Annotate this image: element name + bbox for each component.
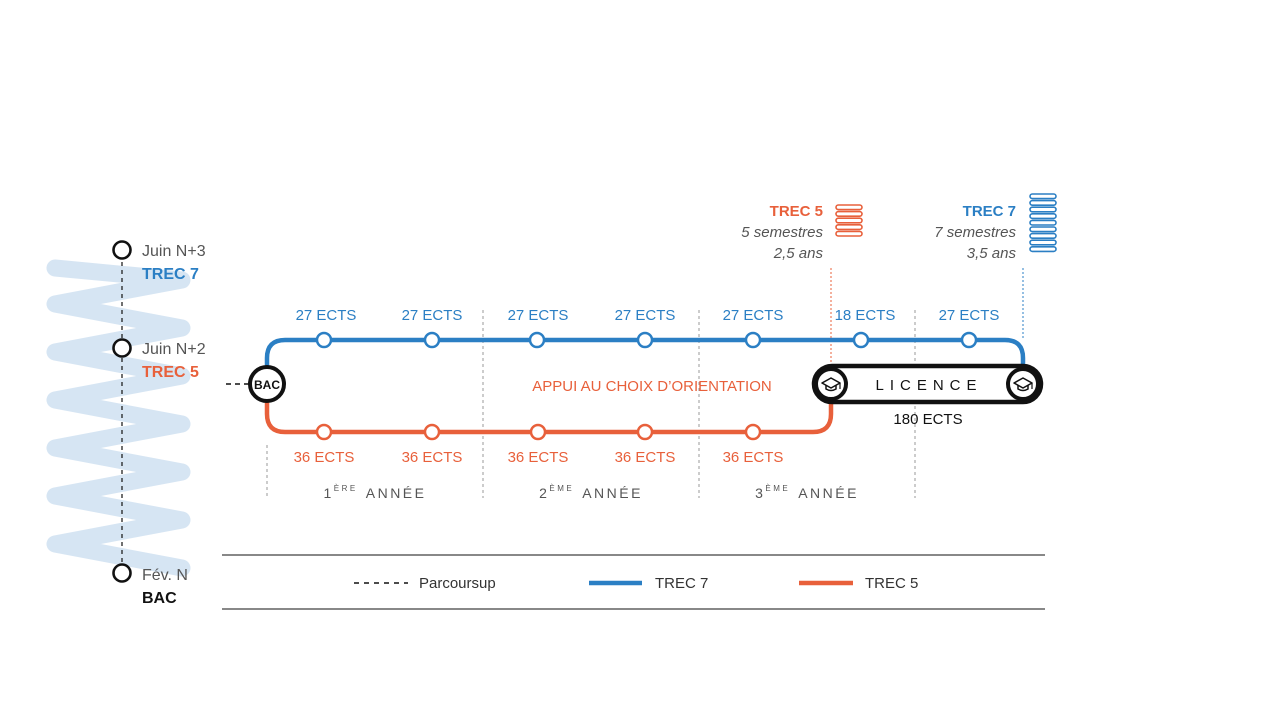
trec7-ects-label: 27 ECTS	[615, 307, 676, 324]
timeline-node-juin-n2	[112, 338, 132, 358]
semester-loop	[1029, 206, 1057, 213]
trec5-ects-label: 36 ECTS	[402, 449, 463, 466]
trec7-ects-label: 27 ECTS	[296, 307, 357, 324]
trec5-ects-label: 36 ECTS	[615, 449, 676, 466]
trec7-note-years: 3,5 ans	[967, 245, 1017, 262]
licence-right-node	[1006, 367, 1040, 401]
semester-node	[315, 331, 333, 349]
semester-loop	[1029, 199, 1057, 207]
center-label: APPUI AU CHOIX D’ORIENTATION	[532, 378, 771, 395]
legend-trec7-label: TREC 7	[655, 575, 708, 592]
semester-node	[423, 423, 441, 441]
semester-loop	[1029, 193, 1057, 200]
semester-node	[315, 423, 333, 441]
semester-loop	[1029, 232, 1057, 240]
semester-loop	[835, 204, 863, 211]
licence-left-node	[814, 367, 848, 401]
milestone-sub: BAC	[142, 590, 177, 607]
semester-node	[528, 331, 546, 349]
trec5-note: TREC 5 5 semestres 2,5 ans	[741, 203, 863, 262]
graduation-cap-icon	[1013, 377, 1033, 392]
bac-start-node	[248, 365, 286, 403]
semester-loop	[1029, 246, 1057, 253]
trec5-ects-label: 36 ECTS	[723, 449, 784, 466]
semester-loop	[835, 224, 863, 231]
semester-node	[852, 331, 870, 349]
trec5-note-semesters: 5 semestres	[741, 224, 823, 241]
timeline-node-fev-n	[112, 563, 132, 583]
milestone-sub: TREC 7	[142, 266, 199, 283]
trec5-path	[264, 384, 834, 435]
trec7-ects-label: 27 ECTS	[939, 307, 1000, 324]
milestone-sub: TREC 5	[142, 364, 199, 381]
milestone-label: Fév. N	[142, 567, 188, 584]
trec7-semester-coil-icon	[1029, 193, 1057, 253]
semester-loop	[1029, 239, 1057, 246]
trec5-ects-label: 36 ECTS	[508, 449, 569, 466]
licence-ects: 180 ECTS	[893, 411, 962, 428]
semester-loop	[1029, 213, 1057, 220]
semester-node	[636, 423, 654, 441]
semester-node	[744, 331, 762, 349]
legend-parcoursup-label: Parcoursup	[419, 575, 496, 592]
semester-node	[529, 423, 547, 441]
semester-loop	[835, 217, 863, 224]
year-label-1: 1ÈRE ANNÉE	[324, 484, 427, 501]
trec7-ects-label: 27 ECTS	[402, 307, 463, 324]
bac-start-label: BAC	[254, 378, 280, 392]
semester-node	[636, 331, 654, 349]
trec5-note-title: TREC 5	[770, 203, 823, 220]
trec5-ects-labels: 36 ECTS 36 ECTS 36 ECTS 36 ECTS 36 ECTS	[294, 449, 784, 466]
timeline-node-juin-n3	[112, 240, 132, 260]
semester-node	[423, 331, 441, 349]
semester-loop	[835, 230, 863, 237]
year-label-2: 2ÈME ANNÉE	[539, 484, 643, 501]
licence-label: LICENCE	[875, 377, 982, 394]
background-zigzag	[46, 259, 191, 577]
trec5-note-years: 2,5 ans	[773, 245, 824, 262]
semester-node	[744, 423, 762, 441]
trec5-semester-nodes	[315, 423, 762, 441]
legend: Parcoursup TREC 7 TREC 5	[222, 554, 1045, 610]
trec7-ects-label: 27 ECTS	[723, 307, 784, 324]
year-labels: 1ÈRE ANNÉE 2ÈME ANNÉE 3ÈME ANNÉE	[324, 484, 859, 501]
trec7-note-title: TREC 7	[963, 203, 1016, 220]
graduation-cap-icon	[821, 377, 841, 392]
trec7-ects-labels: 27 ECTS 27 ECTS 27 ECTS 27 ECTS 27 ECTS …	[296, 307, 1000, 324]
trec7-ects-label: 27 ECTS	[508, 307, 569, 324]
trec7-note: TREC 7 7 semestres 3,5 ans	[934, 193, 1057, 262]
milestone-label: Juin N+2	[142, 341, 206, 358]
semester-loop	[835, 210, 863, 218]
trec7-note-semesters: 7 semestres	[934, 224, 1016, 241]
licence-capsule: LICENCE 180 ECTS	[811, 363, 1044, 428]
vertical-timeline: Juin N+3 TREC 7 Juin N+2 TREC 5 Fév. N B…	[112, 240, 206, 607]
semester-loop	[1029, 226, 1057, 233]
milestone-label: Juin N+3	[142, 243, 206, 260]
trec5-ects-label: 36 ECTS	[294, 449, 355, 466]
trec7-ects-label: 18 ECTS	[835, 307, 896, 324]
trec5-semester-coil-icon	[835, 204, 863, 237]
semester-node	[960, 331, 978, 349]
trec7-semester-nodes	[315, 331, 978, 349]
semester-loop	[1029, 219, 1057, 226]
legend-trec5-label: TREC 5	[865, 575, 918, 592]
year-label-3: 3ÈME ANNÉE	[755, 484, 859, 501]
